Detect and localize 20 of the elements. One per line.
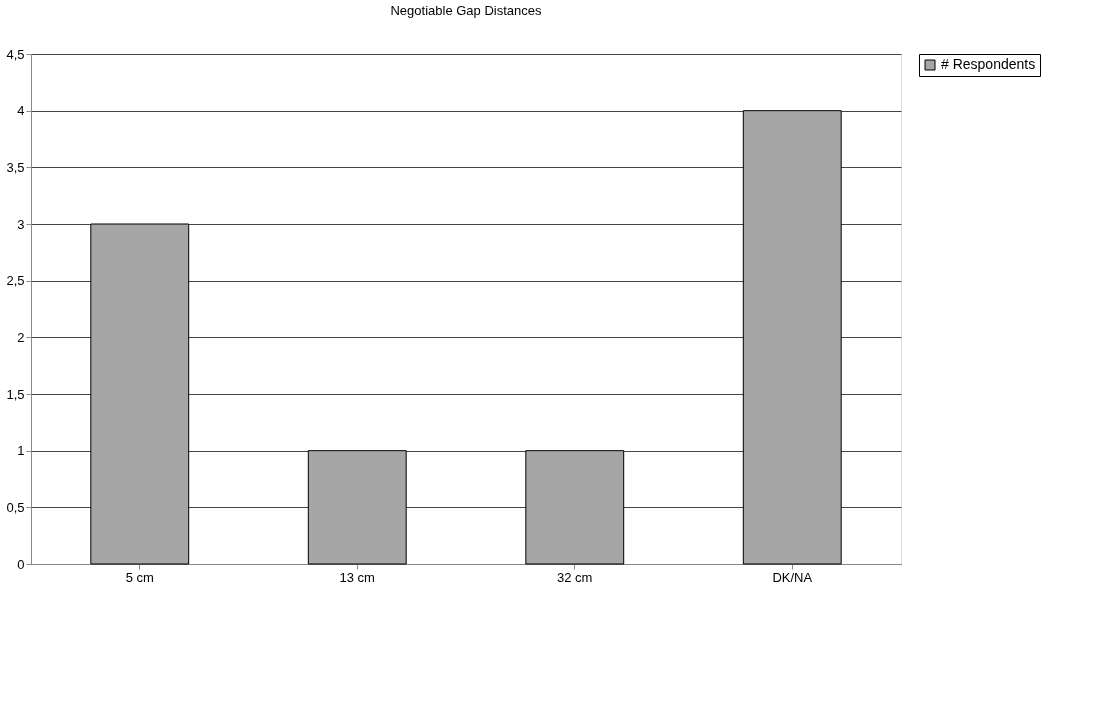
bar bbox=[525, 450, 625, 565]
y-tick-label: 0,5 bbox=[6, 499, 25, 515]
y-tick-label: 1 bbox=[17, 443, 25, 459]
y-tick-label: 2 bbox=[17, 329, 25, 345]
x-tick-label: 13 cm bbox=[339, 569, 375, 585]
chart-title: Negotiable Gap Distances bbox=[390, 3, 543, 18]
y-tick-label: 2,5 bbox=[6, 273, 25, 289]
y-tick-label: 3,5 bbox=[6, 159, 25, 175]
bar bbox=[90, 223, 190, 565]
y-tick-label: 4 bbox=[17, 103, 25, 119]
x-tick-label: DK/NA bbox=[772, 569, 813, 585]
x-tick-label: 5 cm bbox=[125, 569, 154, 585]
legend-label: # Respondents bbox=[941, 56, 1036, 72]
bar bbox=[742, 110, 842, 565]
y-tick-label: 4,5 bbox=[6, 46, 25, 62]
y-tick-label: 1,5 bbox=[6, 386, 25, 402]
bar bbox=[307, 450, 407, 565]
x-tick-label: 32 cm bbox=[557, 569, 593, 585]
y-tick-label: 0 bbox=[17, 556, 25, 572]
y-tick-label: 3 bbox=[17, 216, 25, 232]
